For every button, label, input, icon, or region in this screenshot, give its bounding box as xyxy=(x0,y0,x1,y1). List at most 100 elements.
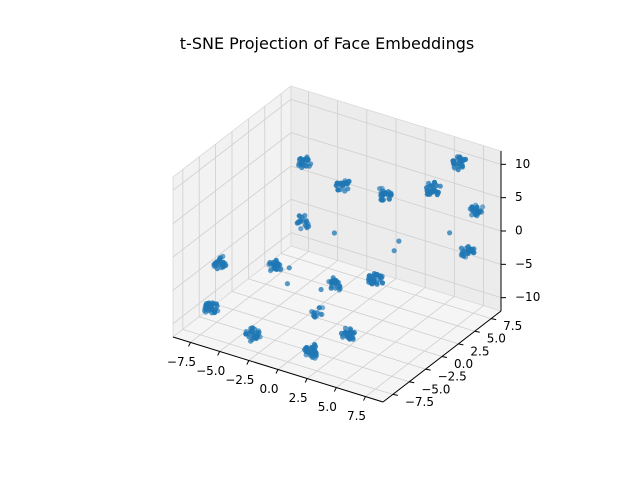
grid-line-z xyxy=(172,132,292,224)
scatter-point-outlier xyxy=(447,230,453,236)
scatter-point xyxy=(326,279,332,285)
y-tick-label: 5.0 xyxy=(487,332,506,346)
y-tick-mark xyxy=(458,343,464,346)
grid-line-y xyxy=(281,253,492,319)
scatter-point xyxy=(342,325,349,331)
x-tick-label: 2.5 xyxy=(289,391,308,405)
grid-line-z xyxy=(172,232,292,324)
scatter-point xyxy=(203,301,209,307)
scatter-point xyxy=(334,284,341,290)
x-tick-label: −2.5 xyxy=(225,373,254,387)
scatter-point xyxy=(246,331,252,337)
scatter-point xyxy=(252,326,258,332)
z-tick-label: 0 xyxy=(515,224,523,238)
scatter-point xyxy=(377,274,383,280)
tick-labels: −7.5−5.0−2.50.02.55.07.5−7.5−5.0−2.50.02… xyxy=(167,157,540,423)
x-tick-mark xyxy=(217,351,221,356)
scatter-point xyxy=(470,208,476,214)
scatter-point xyxy=(319,311,325,318)
scatter-points xyxy=(202,154,486,361)
scatter-point xyxy=(379,196,385,202)
scatter-point xyxy=(470,247,476,253)
grid-line-z xyxy=(290,232,502,299)
x-tick-label: 7.5 xyxy=(347,409,366,423)
x-tick-mark xyxy=(246,360,250,365)
scatter-point xyxy=(267,259,273,266)
scatter-point xyxy=(256,329,262,335)
scatter-point xyxy=(457,163,463,169)
scatter-point xyxy=(303,219,309,225)
axis-lines xyxy=(172,151,506,403)
scatter-point-outlier xyxy=(331,230,337,236)
scatter-point xyxy=(347,335,353,341)
scatter-point xyxy=(217,256,223,262)
y-tick-label: 0.0 xyxy=(454,357,473,371)
x-tick-mark xyxy=(363,396,366,401)
grid-line-y xyxy=(264,265,475,332)
scatter-point xyxy=(427,189,433,195)
scatter-point xyxy=(298,226,304,232)
grid-line-z xyxy=(290,98,502,165)
scatter-point xyxy=(379,280,386,286)
grid-line-z xyxy=(172,99,292,191)
y-tick-label: 7.5 xyxy=(503,319,522,333)
scatter-point xyxy=(386,196,392,202)
y-tick-label: 2.5 xyxy=(470,344,489,358)
scatter-point xyxy=(313,350,319,356)
scatter-point xyxy=(475,210,481,216)
scatter-point xyxy=(346,178,352,184)
scatter-point xyxy=(299,214,305,220)
scatter-point xyxy=(298,218,304,225)
scatter-point xyxy=(213,263,219,269)
scatter-point-outlier xyxy=(284,281,290,287)
y-tick-mark xyxy=(441,356,448,358)
scatter-point xyxy=(369,281,375,287)
scatter-point xyxy=(347,327,354,333)
axis-panes xyxy=(172,85,502,403)
scatter-point-outlier xyxy=(396,238,402,244)
scatter-point xyxy=(474,204,480,210)
scatter-point-outlier xyxy=(286,265,292,271)
scatter-point xyxy=(342,188,348,194)
scatter-point xyxy=(457,154,463,160)
grid-line-z xyxy=(172,165,292,258)
scatter-point xyxy=(333,277,339,284)
scatter-point xyxy=(203,309,209,315)
y-tick-mark xyxy=(392,393,398,396)
scatter-point xyxy=(335,187,341,193)
scatter-point xyxy=(312,344,318,350)
scatter-point-outlier xyxy=(391,248,397,254)
scatter-point xyxy=(334,180,340,186)
scatter-point xyxy=(450,158,456,164)
x-tick-label: −5.0 xyxy=(196,364,225,378)
x-tick-label: 5.0 xyxy=(318,400,337,414)
scatter-point xyxy=(303,156,309,163)
scatter-point xyxy=(223,262,229,269)
scatter-point xyxy=(338,182,344,188)
scatter-point xyxy=(480,204,486,210)
scatter-point xyxy=(340,334,346,340)
scatter-point xyxy=(369,273,376,279)
scatter-point xyxy=(463,245,469,252)
scatter-point xyxy=(314,310,320,316)
scatter-point xyxy=(209,301,215,307)
z-tick-label: −5 xyxy=(515,257,533,271)
scatter-point xyxy=(437,183,443,189)
grid-line-y xyxy=(248,278,459,345)
scatter-point xyxy=(377,186,383,192)
y-tick-mark xyxy=(425,368,431,371)
scatter-point xyxy=(429,183,435,189)
x-tick-label: −7.5 xyxy=(167,355,196,369)
scatter-point xyxy=(426,180,432,186)
x-tick-mark xyxy=(333,387,337,392)
scatter-point xyxy=(347,331,353,337)
scatter-point xyxy=(303,346,310,352)
z-tick-label: 5 xyxy=(515,190,523,204)
x-tick-mark xyxy=(304,378,308,383)
scatter-point xyxy=(212,309,218,316)
scatter-point xyxy=(309,352,315,358)
y-tick-mark xyxy=(491,318,497,321)
scatter-point xyxy=(306,223,312,229)
grid-line-y xyxy=(231,291,443,357)
